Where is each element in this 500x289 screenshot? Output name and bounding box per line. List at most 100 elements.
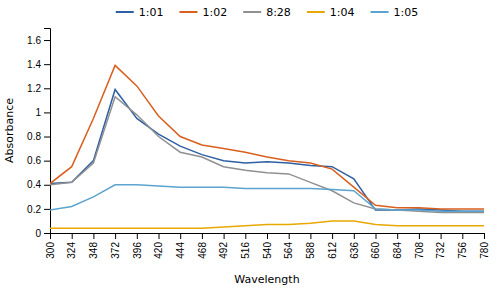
x-tick-label: 348 [88, 242, 99, 259]
x-tick: 468 [197, 233, 208, 259]
x-tick: 372 [110, 233, 121, 259]
x-tick: 708 [414, 233, 425, 259]
y-tick-label: 0.4 [27, 179, 41, 190]
y-tick-mark [44, 88, 50, 89]
x-tick: 612 [327, 233, 338, 259]
legend-label: 1:05 [394, 6, 419, 19]
x-axis-line [51, 234, 485, 240]
legend-swatch [307, 11, 325, 13]
x-tick: 564 [283, 233, 294, 259]
y-tick: 1.6 [27, 35, 50, 46]
x-tick: 396 [132, 233, 143, 259]
x-tick-label: 444 [175, 242, 186, 259]
x-tick: 756 [457, 233, 468, 259]
y-tick-label: 0.8 [27, 131, 41, 142]
x-tick-label: 300 [45, 242, 56, 259]
y-tick-label: 0 [35, 228, 41, 239]
x-tick-mark [441, 233, 442, 239]
x-tick-mark [159, 233, 160, 239]
x-tick-mark [397, 233, 398, 239]
legend-label: 1:04 [330, 6, 355, 19]
y-tick-mark [44, 64, 50, 65]
y-tick-label: 0.2 [27, 204, 41, 215]
x-tick: 516 [240, 233, 251, 259]
x-tick-label: 780 [479, 242, 490, 259]
x-tick-label: 372 [110, 242, 121, 259]
legend-swatch [243, 11, 261, 13]
y-tick-mark [44, 161, 50, 162]
x-tick: 684 [392, 233, 403, 259]
legend-item: 1:01 [116, 6, 164, 19]
legend-swatch [179, 11, 197, 13]
legend-item: 1:04 [307, 6, 355, 19]
y-tick-mark [44, 233, 50, 234]
y-tick: 1 [35, 107, 50, 118]
x-tick: 660 [370, 233, 381, 259]
x-tick-mark [115, 233, 116, 239]
x-tick: 420 [153, 233, 164, 259]
x-tick-label: 492 [218, 242, 229, 259]
y-tick: 0.8 [27, 131, 50, 142]
x-tick-mark [93, 233, 94, 239]
chart: 300 324 348 372 396 420 444 468 492 516 540 564 588 6… [0, 0, 500, 289]
x-tick: 732 [435, 233, 446, 259]
y-tick-label: 0.6 [27, 155, 41, 166]
x-tick-label: 684 [392, 242, 403, 259]
x-axis-title: Wavelength [234, 273, 299, 286]
x-tick-mark [376, 233, 377, 239]
y-tick-mark [44, 185, 50, 186]
legend: 1:01 1:02 8:28 1:04 1:05 [116, 6, 419, 19]
series-line [50, 90, 484, 212]
x-tick: 636 [349, 233, 360, 259]
x-tick-label: 540 [262, 242, 273, 259]
series-line [50, 185, 484, 212]
x-tick: 588 [305, 233, 316, 259]
x-tick: 444 [175, 233, 186, 259]
y-tick: 0.6 [27, 155, 50, 166]
x-axis: 300 324 348 372 396 420 444 468 492 516 540 564 588 6… [45, 233, 490, 259]
x-tick-label: 468 [197, 242, 208, 259]
y-tick-label: 1.4 [27, 59, 41, 70]
x-tick-label: 708 [414, 242, 425, 259]
x-tick-label: 660 [370, 242, 381, 259]
series-line [50, 97, 484, 213]
x-tick-label: 588 [305, 242, 316, 259]
series-line [50, 221, 484, 228]
y-axis: 0 0.2 0.4 0.6 0.8 1 1.2 1.4 1.6 [27, 29, 50, 239]
y-tick-mark [44, 40, 50, 41]
y-tick-mark [44, 112, 50, 113]
x-tick-label: 564 [283, 242, 294, 259]
x-tick-label: 612 [327, 242, 338, 259]
y-tick: 0.2 [27, 204, 50, 215]
y-tick: 0.4 [27, 179, 50, 190]
x-tick: 300 [45, 233, 56, 259]
x-tick-label: 396 [132, 242, 143, 259]
legend-swatch [116, 11, 134, 13]
x-tick: 492 [218, 233, 229, 259]
legend-label: 8:28 [266, 6, 291, 19]
x-tick-mark [245, 233, 246, 239]
x-tick: 780 [479, 233, 490, 259]
x-tick: 540 [262, 233, 273, 259]
legend-item: 1:02 [179, 6, 227, 19]
x-tick-mark [72, 233, 73, 239]
y-axis-title: Absorbance [3, 98, 16, 163]
x-tick-mark [484, 233, 485, 239]
legend-label: 1:01 [139, 6, 164, 19]
y-tick-mark [44, 137, 50, 138]
series-line [50, 65, 484, 209]
x-tick-mark [289, 233, 290, 239]
x-tick-mark [462, 233, 463, 239]
legend-swatch [371, 11, 389, 13]
y-axis-line [44, 29, 51, 234]
x-tick-label: 324 [66, 242, 77, 259]
x-tick-label: 516 [240, 242, 251, 259]
x-tick-mark [180, 233, 181, 239]
x-tick-label: 756 [457, 242, 468, 259]
x-tick-mark [310, 233, 311, 239]
x-tick: 324 [66, 233, 77, 259]
x-tick-mark [354, 233, 355, 239]
y-tick-label: 1.2 [27, 83, 41, 94]
legend-item: 8:28 [243, 6, 291, 19]
x-tick-label: 636 [349, 242, 360, 259]
